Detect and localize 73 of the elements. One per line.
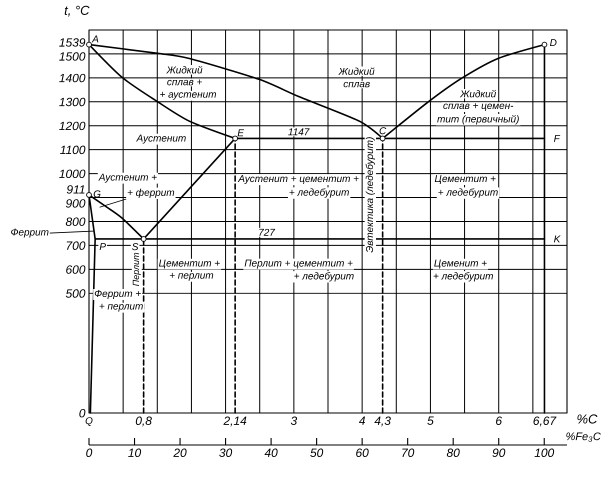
annotation: + аустенит xyxy=(160,92,216,100)
x2-tick-label: 10 xyxy=(128,448,142,457)
annotation: 1147 xyxy=(288,128,310,136)
x-tick-label: 6 xyxy=(496,416,502,425)
annotation: E xyxy=(238,129,244,136)
x-tick-label: 5 xyxy=(427,416,434,425)
x2-tick-label: 50 xyxy=(310,448,324,457)
annotation: 727 xyxy=(259,228,276,236)
y-tick-label: 1400 xyxy=(59,74,86,82)
annotation: Q xyxy=(86,417,93,426)
annotation: Жидкий xyxy=(166,66,202,74)
y-tick-label: 0 xyxy=(79,408,86,418)
annotation: + феррит xyxy=(128,188,174,198)
y-tick-label: 1000 xyxy=(59,170,86,178)
annotation: Аустенит + цементит + xyxy=(238,175,359,184)
x2-tick-label: 70 xyxy=(402,448,414,457)
x-tick-label: 4,3 xyxy=(374,416,391,426)
annotation: Жидкий xyxy=(460,90,496,98)
x-tick-label: 0,8 xyxy=(136,416,152,426)
x2-tick-label: 20 xyxy=(173,448,187,457)
annotation: Цеменит + xyxy=(434,260,487,269)
annotation: + ледебурит xyxy=(434,272,493,282)
y-tick-label: 600 xyxy=(66,265,86,274)
x2-tick-label: 30 xyxy=(219,448,232,457)
annotation: Аустенит + xyxy=(98,174,157,183)
x-axis-title: %C xyxy=(577,414,598,424)
y-tick-label: 1100 xyxy=(60,146,86,154)
y-tick-label: 700 xyxy=(66,241,86,250)
text: Феррит xyxy=(11,228,48,238)
annotation: + перлит xyxy=(170,272,214,281)
y-axis-title: t, °C xyxy=(64,6,90,16)
y-tick-label: 911 xyxy=(66,185,84,194)
annotation: Цементит + xyxy=(158,260,220,269)
y-tick-label: 1500 xyxy=(59,52,86,61)
y-tick-label: 1300 xyxy=(59,98,86,106)
annotation: Эвтектика (ледебурит) xyxy=(366,137,376,253)
annotation: Аустенит xyxy=(136,134,186,144)
x2-tick-label: 100 xyxy=(534,448,554,457)
y-tick-label: 900 xyxy=(66,199,86,208)
x2-tick-label: 90 xyxy=(492,448,506,457)
annotation: сплав xyxy=(344,82,370,88)
x-tick-label: 4 xyxy=(358,416,366,425)
annotation: + ледебурит xyxy=(290,188,349,198)
x-tick-label: 2,14 xyxy=(223,416,246,426)
annotation: C xyxy=(380,127,386,134)
annotation: K xyxy=(554,236,561,242)
annotation: S xyxy=(132,243,138,250)
y-tick-label: 1200 xyxy=(59,122,86,130)
y-tick-label: 800 xyxy=(66,217,86,226)
annotation: тит (первичный) xyxy=(437,115,519,124)
annotation: Цементит + xyxy=(434,175,496,184)
annotation: + ледебурит xyxy=(294,272,354,282)
annotation: P xyxy=(100,243,106,250)
x2-tick-label: 60 xyxy=(356,448,369,457)
annotation: сплав + цемен- xyxy=(443,103,514,111)
annotation: Жидкий xyxy=(338,67,374,75)
x2-axis-title: %Fe$_{3}$C xyxy=(566,432,601,442)
annotation: + ледебурит xyxy=(438,188,498,198)
annotation: Перлит xyxy=(132,252,141,286)
annotation: Феррит + xyxy=(94,290,141,299)
annotation: сплав + xyxy=(167,79,202,86)
annotation: A xyxy=(92,36,98,42)
annotation: Перлит + цементит + xyxy=(244,260,353,269)
annotation: D xyxy=(550,39,557,46)
x2-tick-label: 0 xyxy=(86,448,92,457)
x2-tick-label: 40 xyxy=(264,448,278,457)
y-tick-label: 1539 xyxy=(59,38,86,47)
x2-tick-label: 80 xyxy=(446,448,460,457)
annotation: + перлит xyxy=(100,304,143,312)
x-tick-label: 6,67 xyxy=(534,416,556,426)
annotation: F xyxy=(554,135,560,142)
x-tick-label: 3 xyxy=(290,416,298,425)
y-tick-label: 500 xyxy=(66,289,86,298)
